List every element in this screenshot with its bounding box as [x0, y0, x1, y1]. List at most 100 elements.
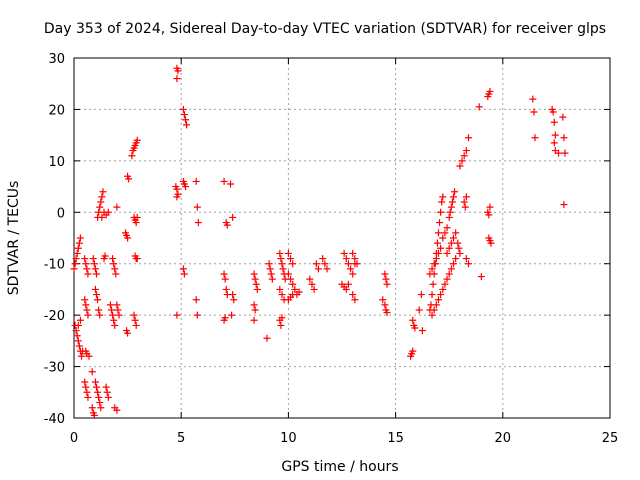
data-point — [89, 255, 97, 263]
data-point — [97, 198, 105, 206]
data-point — [106, 301, 114, 309]
data-point — [103, 388, 111, 396]
data-point — [180, 270, 188, 278]
data-point — [432, 301, 440, 309]
data-point — [221, 275, 229, 283]
data-point — [173, 75, 181, 83]
data-point — [91, 378, 99, 386]
data-point — [250, 316, 258, 324]
data-point — [529, 95, 537, 103]
data-point — [530, 108, 538, 116]
data-point — [428, 311, 436, 319]
data-point — [289, 280, 297, 288]
data-point — [74, 337, 82, 345]
data-point — [430, 260, 438, 268]
data-point — [133, 213, 141, 221]
data-point — [78, 352, 86, 360]
data-point — [94, 388, 102, 396]
data-point — [104, 393, 112, 401]
data-point — [93, 291, 101, 299]
data-point — [430, 306, 438, 314]
data-point — [83, 388, 91, 396]
data-point — [310, 285, 318, 293]
data-point — [434, 229, 442, 237]
data-point — [437, 291, 445, 299]
data-point — [72, 327, 80, 335]
data-point — [436, 219, 444, 227]
data-point — [74, 244, 82, 252]
data-point — [349, 291, 357, 299]
y-tick-label: -40 — [44, 412, 65, 427]
data-point — [433, 239, 441, 247]
data-point — [383, 309, 391, 317]
data-point — [253, 285, 261, 293]
data-point — [428, 265, 436, 273]
data-point — [174, 67, 182, 75]
data-point — [323, 265, 331, 273]
x-axis-label: GPS time / hours — [281, 459, 398, 475]
data-point — [464, 260, 472, 268]
data-point — [349, 270, 357, 278]
data-point — [228, 311, 236, 319]
data-point — [193, 203, 201, 211]
data-point — [409, 316, 417, 324]
data-point — [458, 157, 466, 165]
data-point — [75, 342, 83, 350]
data-point — [439, 193, 447, 201]
data-point — [447, 203, 455, 211]
data-point — [379, 296, 387, 304]
data-point — [251, 275, 259, 283]
data-point — [347, 265, 355, 273]
data-point — [437, 244, 445, 252]
data-point — [131, 316, 139, 324]
data-point — [93, 383, 101, 391]
data-point — [125, 175, 133, 183]
data-point — [278, 314, 286, 322]
data-point — [409, 347, 417, 355]
data-point — [109, 311, 117, 319]
data-point — [418, 327, 426, 335]
data-point — [447, 239, 455, 247]
data-point — [114, 306, 122, 314]
data-point — [445, 270, 453, 278]
y-tick-label: -10 — [44, 258, 65, 273]
data-point — [230, 296, 238, 304]
data-point — [82, 301, 90, 309]
x-tick-label: 5 — [177, 431, 185, 446]
data-point — [464, 134, 472, 142]
data-point — [252, 280, 260, 288]
data-point — [351, 255, 359, 263]
data-point — [306, 275, 314, 283]
data-point — [340, 249, 348, 257]
data-point — [441, 229, 449, 237]
data-point — [383, 280, 391, 288]
data-point — [351, 296, 359, 304]
data-point — [295, 288, 303, 296]
data-point — [460, 198, 468, 206]
data-point — [97, 404, 105, 412]
data-point — [432, 255, 440, 263]
data-point — [353, 260, 361, 268]
data-point — [113, 406, 121, 414]
data-point — [287, 275, 295, 283]
data-point — [179, 265, 187, 273]
data-point — [284, 270, 292, 278]
data-point — [99, 188, 107, 196]
y-axis-label: SDTVAR / TECUs — [6, 181, 22, 296]
data-point — [132, 321, 140, 329]
data-point — [133, 136, 141, 144]
data-point — [446, 208, 454, 216]
data-point — [98, 213, 106, 221]
data-point — [284, 249, 292, 257]
data-point — [179, 105, 187, 113]
data-point — [111, 321, 119, 329]
data-point — [109, 255, 117, 263]
data-point — [250, 270, 258, 278]
grid-lines — [74, 58, 610, 418]
data-point — [73, 332, 81, 340]
data-point — [93, 270, 101, 278]
data-point — [276, 249, 284, 257]
data-point — [321, 260, 329, 268]
data-point — [181, 183, 189, 191]
